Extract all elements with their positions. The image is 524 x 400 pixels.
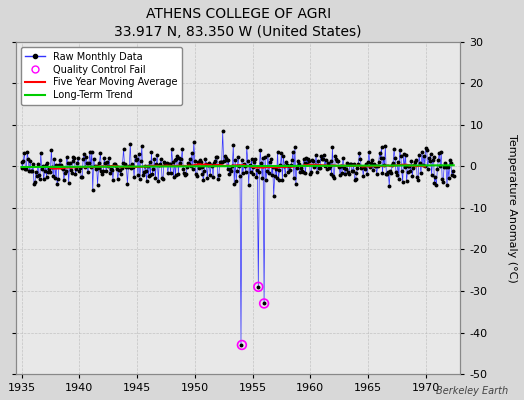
Point: [238, 342, 246, 348]
Point: [260, 300, 268, 307]
Title: ATHENS COLLEGE OF AGRI
33.917 N, 83.350 W (United States): ATHENS COLLEGE OF AGRI 33.917 N, 83.350 …: [114, 7, 362, 39]
Legend: Raw Monthly Data, Quality Control Fail, Five Year Moving Average, Long-Term Tren: Raw Monthly Data, Quality Control Fail, …: [20, 47, 182, 105]
Point: [254, 284, 263, 290]
Text: Berkeley Earth: Berkeley Earth: [436, 386, 508, 396]
Y-axis label: Temperature Anomaly (°C): Temperature Anomaly (°C): [507, 134, 517, 282]
